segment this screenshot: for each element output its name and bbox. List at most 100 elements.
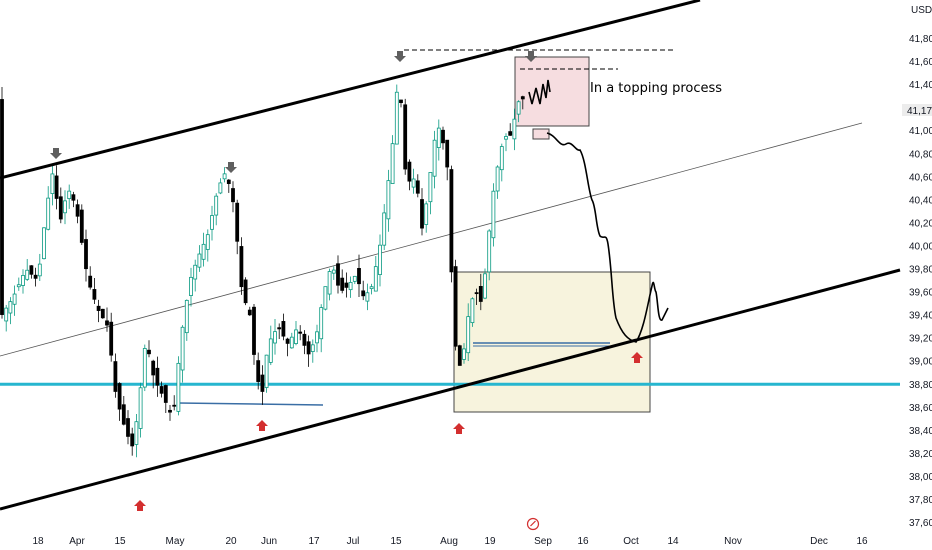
y-tick-label: 41,000 <box>909 126 932 137</box>
candle <box>260 365 265 405</box>
candle <box>428 172 433 215</box>
candle <box>176 356 181 416</box>
candle-body <box>130 433 135 447</box>
candle <box>403 98 408 175</box>
candle-body <box>487 230 492 273</box>
candle-body <box>117 383 122 410</box>
candle <box>310 339 315 363</box>
candle <box>483 268 487 300</box>
candle-body <box>436 127 441 148</box>
y-tick-label: 40,400 <box>909 195 932 206</box>
candle-body <box>298 331 303 334</box>
candle-body <box>428 172 433 203</box>
y-tick-label: 37,600 <box>909 518 932 529</box>
candle <box>474 288 479 306</box>
candle <box>172 395 177 411</box>
candle-body <box>495 166 500 192</box>
candle-body <box>176 362 181 412</box>
x-tick-label: Apr <box>69 536 85 547</box>
candle <box>142 344 147 392</box>
candle-body <box>100 308 105 319</box>
candle <box>84 229 88 282</box>
candle-body <box>134 421 139 445</box>
annotation-text: In a topping process <box>590 81 722 96</box>
candle <box>449 165 454 283</box>
candle <box>491 183 496 247</box>
candle-body <box>499 146 504 171</box>
up-arrow <box>256 420 268 431</box>
candle-body <box>277 327 282 330</box>
up-arrow <box>631 352 643 363</box>
candle-body <box>12 293 17 305</box>
candle <box>71 191 76 208</box>
x-tick-label: Nov <box>724 536 742 547</box>
candle-body <box>193 264 198 280</box>
candle <box>331 266 336 280</box>
candle <box>281 313 286 341</box>
candle-body <box>75 204 80 217</box>
candle <box>399 99 403 108</box>
down-arrow <box>225 162 237 173</box>
candle <box>210 205 214 241</box>
candle-body <box>411 178 416 188</box>
candle <box>268 325 273 366</box>
candle <box>75 199 80 224</box>
upper-channel-line <box>0 0 701 180</box>
candle <box>54 165 59 210</box>
candle <box>457 344 462 366</box>
candle-body <box>340 277 345 291</box>
candle <box>105 307 109 332</box>
candle <box>235 199 240 255</box>
candle <box>302 330 307 355</box>
candle-body <box>302 333 307 346</box>
candle-body <box>29 265 34 275</box>
y-tick-label: 40,600 <box>909 172 932 183</box>
candle-body <box>508 131 513 136</box>
candle-body <box>50 173 55 194</box>
down-arrow <box>394 51 406 62</box>
last-price-tag: 41,178 <box>902 104 932 117</box>
candle-body <box>415 180 420 194</box>
candle <box>415 174 420 198</box>
candle-body <box>159 386 164 394</box>
candle <box>411 168 416 194</box>
candle <box>470 297 475 327</box>
candle <box>520 95 525 110</box>
candle <box>109 312 114 362</box>
candle-body <box>361 290 366 297</box>
candle <box>222 167 227 183</box>
candle <box>466 303 471 362</box>
candle-body <box>453 266 458 347</box>
candle <box>407 159 412 191</box>
candle-body <box>168 409 172 413</box>
candle-body <box>260 374 265 392</box>
candle <box>16 277 21 291</box>
candle <box>516 100 521 123</box>
candle <box>361 280 366 301</box>
candle <box>79 204 84 245</box>
candle-body <box>96 305 101 311</box>
y-tick-label: 39,200 <box>909 334 932 345</box>
blue-level-line <box>177 402 324 406</box>
candle-body <box>84 239 88 270</box>
x-tick-label: Jun <box>261 536 277 547</box>
candle <box>256 352 261 390</box>
y-tick-label: 39,000 <box>909 357 932 368</box>
candle-body <box>399 99 403 104</box>
candle <box>88 266 93 290</box>
candle-body <box>394 91 399 145</box>
x-tick-label: May <box>166 536 185 547</box>
candle-body <box>0 99 4 315</box>
candle-body <box>264 354 269 388</box>
candle-body <box>289 336 294 349</box>
candle-body <box>8 301 13 314</box>
candle <box>197 245 202 272</box>
x-tick-label: 19 <box>484 536 496 547</box>
candle-body <box>109 321 114 356</box>
candle <box>327 268 332 301</box>
candle-body <box>16 284 21 288</box>
candle-body <box>46 197 51 230</box>
candle <box>319 304 324 353</box>
candle-body <box>222 173 227 180</box>
